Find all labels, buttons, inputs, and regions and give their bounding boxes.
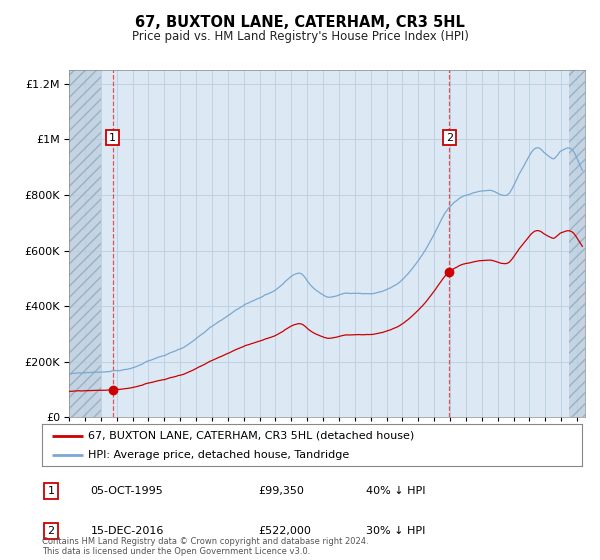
Text: 1: 1	[109, 133, 116, 143]
Text: 30% ↓ HPI: 30% ↓ HPI	[366, 526, 425, 536]
Text: 05-OCT-1995: 05-OCT-1995	[91, 486, 163, 496]
Text: Price paid vs. HM Land Registry's House Price Index (HPI): Price paid vs. HM Land Registry's House …	[131, 30, 469, 43]
Bar	[569, 70, 585, 417]
Text: £99,350: £99,350	[258, 486, 304, 496]
Text: 2: 2	[446, 133, 453, 143]
Bar	[69, 70, 101, 417]
Text: 67, BUXTON LANE, CATERHAM, CR3 5HL: 67, BUXTON LANE, CATERHAM, CR3 5HL	[135, 15, 465, 30]
Bar	[569, 70, 585, 417]
Text: Contains HM Land Registry data © Crown copyright and database right 2024.
This d: Contains HM Land Registry data © Crown c…	[42, 536, 368, 556]
Text: 40% ↓ HPI: 40% ↓ HPI	[366, 486, 425, 496]
Text: 67, BUXTON LANE, CATERHAM, CR3 5HL (detached house): 67, BUXTON LANE, CATERHAM, CR3 5HL (deta…	[88, 431, 414, 441]
Text: 1: 1	[47, 486, 55, 496]
Bar	[69, 70, 101, 417]
Text: 15-DEC-2016: 15-DEC-2016	[91, 526, 164, 536]
Text: 2: 2	[47, 526, 55, 536]
Text: £522,000: £522,000	[258, 526, 311, 536]
Text: HPI: Average price, detached house, Tandridge: HPI: Average price, detached house, Tand…	[88, 450, 349, 460]
